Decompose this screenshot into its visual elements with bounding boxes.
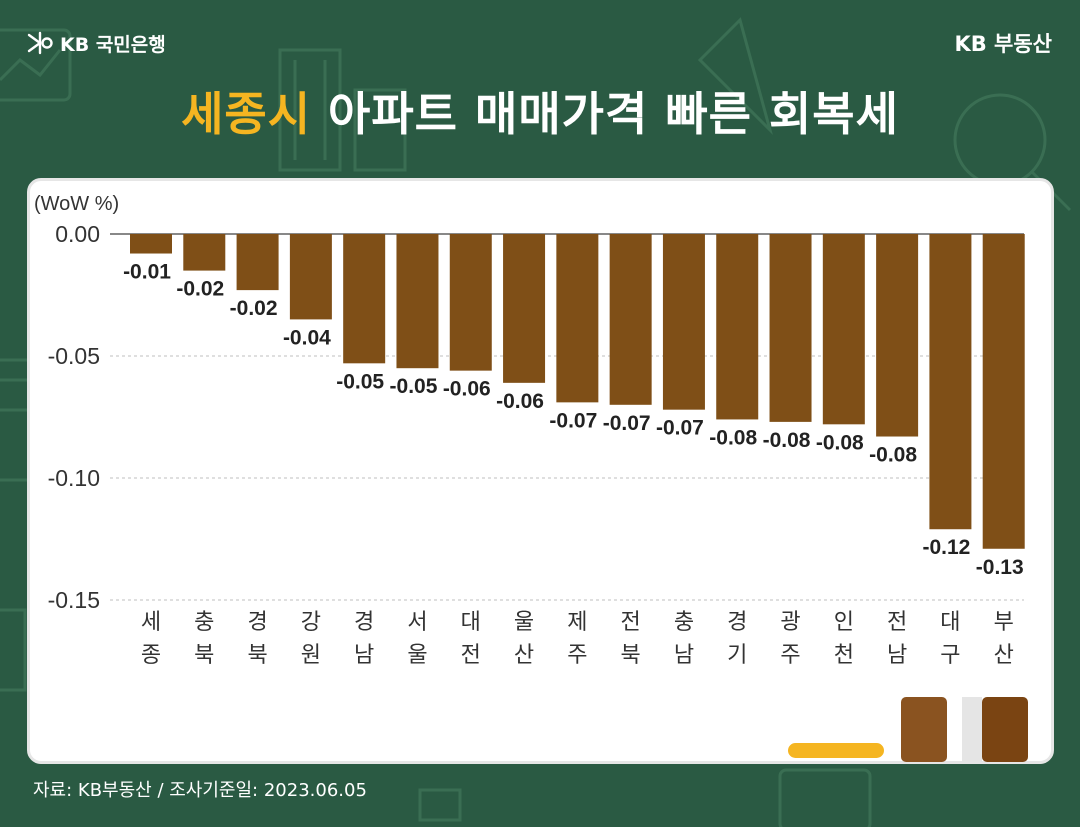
bar	[130, 234, 172, 254]
category-label: 울	[514, 610, 534, 635]
data-label: -0.08	[763, 429, 811, 452]
y-tick-label: -0.15	[48, 587, 100, 613]
category-label: 산	[994, 643, 1014, 668]
category-label: 북	[194, 643, 214, 668]
data-label: -0.04	[283, 326, 331, 349]
category-label: 전	[621, 610, 641, 635]
data-label: -0.05	[336, 370, 384, 393]
data-label: -0.13	[976, 556, 1024, 579]
y-tick-label: -0.10	[48, 465, 100, 491]
brand-label: KB 부동산	[954, 32, 1052, 56]
data-label: -0.02	[230, 297, 278, 320]
category-label: 광	[780, 610, 800, 635]
category-label: 주	[780, 643, 800, 668]
title-highlight: 세종시	[181, 87, 312, 141]
dark-brown-block-decoration	[982, 697, 1028, 762]
data-label: -0.08	[709, 426, 757, 449]
category-label: 인	[834, 610, 854, 635]
category-label: 대	[461, 610, 481, 635]
category-label: 기	[727, 643, 747, 668]
category-label: 충	[674, 610, 694, 635]
bar	[876, 234, 919, 437]
category-label: 충	[194, 610, 214, 635]
data-label: -0.01	[123, 261, 171, 284]
data-label: -0.07	[603, 412, 651, 435]
category-label: 북	[621, 643, 641, 668]
bar	[662, 234, 705, 410]
bar	[822, 234, 865, 425]
data-label: -0.08	[816, 431, 864, 454]
data-label: -0.05	[390, 375, 438, 398]
bar	[183, 234, 226, 271]
bar	[929, 234, 972, 530]
brown-block-decoration	[901, 697, 947, 762]
category-label: 구	[940, 643, 960, 668]
bar	[609, 234, 652, 405]
y-tick-label: -0.05	[48, 343, 100, 369]
bar	[769, 234, 812, 422]
bar	[236, 234, 279, 291]
kb-star-icon	[27, 31, 53, 55]
category-label: 종	[141, 643, 161, 668]
bar	[449, 234, 492, 371]
category-label: 대	[940, 610, 960, 635]
bar	[396, 234, 439, 369]
category-label: 경	[354, 610, 374, 635]
category-label: 부	[994, 610, 1014, 635]
grey-block-decoration	[962, 697, 982, 762]
data-label: -0.02	[176, 278, 224, 301]
y-tick-label: 0.00	[55, 221, 100, 247]
data-label: -0.06	[496, 390, 544, 413]
category-label: 주	[567, 643, 587, 668]
category-label: 북	[247, 643, 267, 668]
bar	[343, 234, 386, 364]
category-label: 경	[247, 610, 267, 635]
category-label: 제	[567, 610, 587, 635]
kb-bank-logo: KB 국민은행	[26, 30, 166, 56]
category-label: 천	[834, 643, 854, 668]
bar	[716, 234, 759, 420]
data-label: -0.06	[443, 378, 491, 401]
category-label: 세	[141, 610, 161, 635]
yellow-pill-decoration	[788, 743, 884, 758]
logo-text: KB 국민은행	[60, 33, 166, 56]
data-label: -0.07	[549, 409, 597, 432]
bar	[289, 234, 332, 320]
page-title: 세종시 아파트 매매가격 빠른 회복세	[0, 78, 1080, 144]
source-note: 자료: KB부동산 / 조사기준일: 2023.06.05	[33, 780, 367, 801]
category-label: 전	[461, 643, 481, 668]
bar	[556, 234, 599, 403]
category-label: 원	[301, 643, 321, 668]
data-label: -0.12	[922, 536, 970, 559]
data-label: -0.07	[656, 417, 704, 440]
data-label: -0.08	[869, 444, 917, 467]
category-label: 울	[407, 643, 427, 668]
title-rest: 아파트 매매가격 빠른 회복세	[311, 87, 899, 141]
decorative-legend-blocks	[788, 697, 1028, 762]
y-unit-label: (WoW %)	[34, 193, 119, 215]
category-label: 남	[674, 643, 694, 668]
bar	[503, 234, 546, 383]
bar	[982, 234, 1025, 549]
category-label: 강	[301, 610, 321, 635]
category-label: 경	[727, 610, 747, 635]
category-label: 남	[887, 643, 907, 668]
category-label: 전	[887, 610, 907, 635]
category-label: 서	[407, 610, 427, 635]
category-label: 산	[514, 643, 534, 668]
category-label: 남	[354, 643, 374, 668]
